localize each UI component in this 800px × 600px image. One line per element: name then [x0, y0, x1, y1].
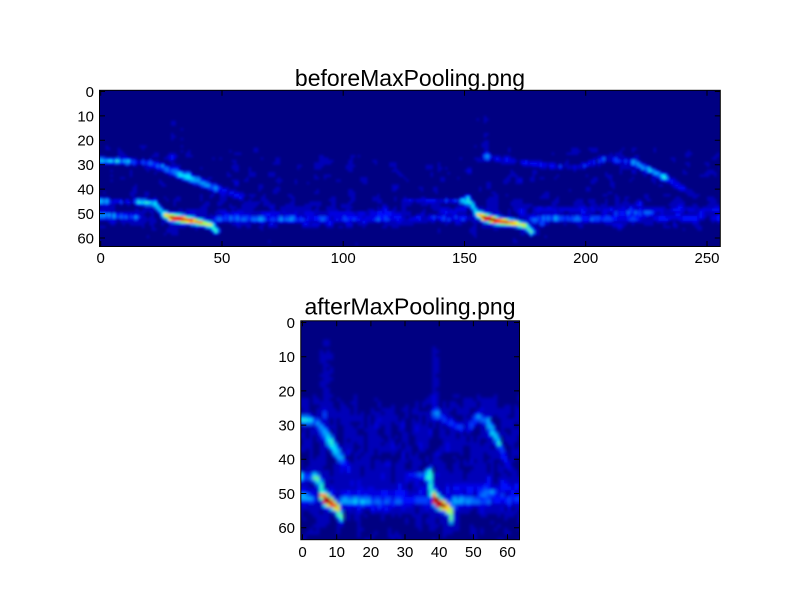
svg-text:50: 50 — [77, 206, 94, 223]
svg-text:40: 40 — [77, 182, 94, 199]
svg-text:20: 20 — [363, 544, 380, 561]
svg-text:40: 40 — [431, 544, 448, 561]
svg-text:60: 60 — [499, 544, 516, 561]
svg-text:50: 50 — [465, 544, 482, 561]
svg-text:60: 60 — [278, 520, 295, 537]
svg-text:beforeMaxPooling.png: beforeMaxPooling.png — [295, 65, 525, 91]
svg-text:10: 10 — [328, 544, 345, 561]
svg-text:10: 10 — [77, 108, 94, 125]
svg-text:0: 0 — [86, 84, 94, 101]
svg-text:0: 0 — [97, 250, 105, 267]
svg-text:20: 20 — [77, 133, 94, 150]
svg-text:10: 10 — [278, 349, 295, 366]
svg-text:40: 40 — [278, 452, 295, 469]
svg-text:100: 100 — [331, 250, 356, 267]
svg-text:0: 0 — [287, 315, 295, 332]
svg-text:60: 60 — [77, 230, 94, 247]
svg-text:30: 30 — [278, 418, 295, 435]
svg-text:afterMaxPooling.png: afterMaxPooling.png — [305, 294, 516, 320]
svg-text:0: 0 — [298, 544, 306, 561]
svg-text:20: 20 — [278, 383, 295, 400]
svg-text:50: 50 — [278, 486, 295, 503]
svg-text:30: 30 — [77, 157, 94, 174]
svg-text:30: 30 — [397, 544, 414, 561]
svg-text:200: 200 — [573, 250, 598, 267]
svg-text:250: 250 — [694, 250, 719, 267]
svg-text:150: 150 — [452, 250, 477, 267]
svg-text:50: 50 — [214, 250, 231, 267]
